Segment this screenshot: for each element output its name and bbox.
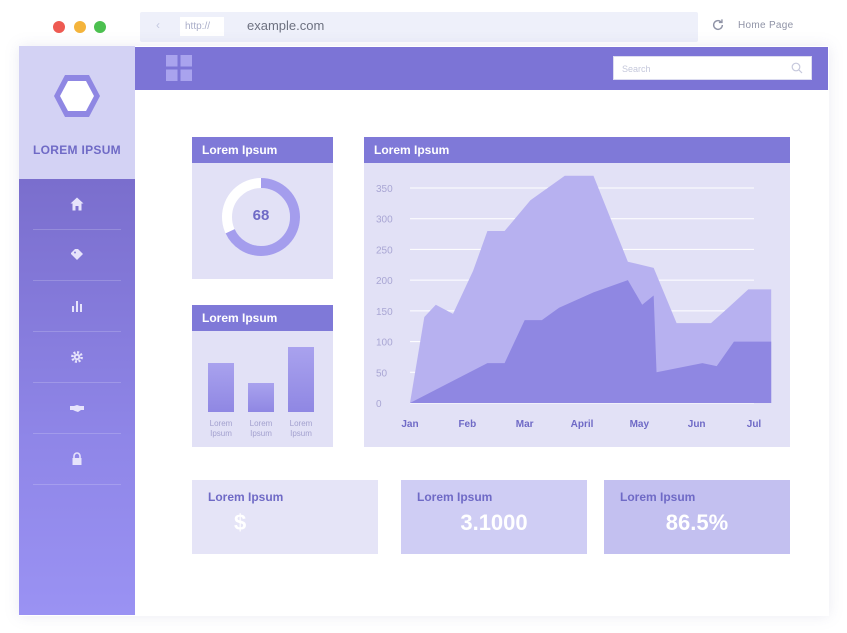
hexagon-logo-icon [54,75,100,117]
stat-value: 86.5% [665,510,729,535]
sidebar-item-home[interactable] [33,179,121,230]
search-box [613,56,812,80]
donut-chart [222,178,300,256]
sidebar-item-analytics[interactable] [33,281,121,332]
x-tick-label: Jan [401,419,418,430]
bar-chart-icon [72,301,82,312]
donut-progress-arc [222,178,300,256]
sidebar-item-tags[interactable] [33,230,121,281]
close-window-button[interactable] [53,21,65,33]
maximize-window-button[interactable] [94,21,106,33]
sidebar-item-security[interactable] [33,434,121,485]
area-series-2 [410,280,772,403]
address-bar[interactable] [140,12,698,42]
sidebar-item-settings[interactable] [33,332,121,383]
y-tick-label: 200 [376,276,393,287]
search-input[interactable] [622,61,782,76]
x-tick-label: April [571,419,594,430]
x-tick-label: Jun [688,419,706,430]
x-tick-label: Jul [747,419,762,430]
stat-value: $ [234,510,247,535]
back-arrow-icon[interactable]: ‹ [156,18,160,32]
url-protocol: http:// [180,17,224,36]
x-tick-label: May [630,419,650,430]
y-tick-label: 350 [376,184,393,195]
brand-name: LOREM IPSUM [33,143,121,157]
top-header [135,47,828,90]
apps-grid-icon[interactable] [166,55,192,81]
mini-bar [208,363,234,412]
mini-bar [288,347,314,412]
area-series-1 [410,175,772,403]
x-tick-label: Feb [458,419,476,430]
x-tick-label: Mar [516,419,534,430]
y-tick-label: 150 [376,307,393,318]
mini-bar-label: Lorem Ipsum [249,419,273,438]
mini-bar-label: Lorem Ipsum [289,419,313,438]
y-tick-label: 50 [376,368,388,379]
home-page-link[interactable]: Home Page [738,20,794,31]
url-text[interactable]: example.com [247,18,325,33]
gear-icon [71,351,83,363]
stat-card-percent: Lorem Ipsum 86.5% [604,480,790,554]
y-tick-label: 0 [376,399,382,410]
reload-icon[interactable] [711,18,725,32]
mini-bar [248,383,274,412]
handshake-icon [70,405,84,412]
sidebar-item-deals[interactable] [33,383,121,434]
tag-icon [71,249,83,260]
stat-title: Lorem Ipsum [620,490,696,504]
stat-card-currency: Lorem Ipsum $ [192,480,378,554]
browser-chrome: ‹ http:// example.com Home Page [0,0,847,46]
stat-title: Lorem Ipsum [417,490,493,504]
minimize-window-button[interactable] [74,21,86,33]
donut-card: Lorem Ipsum 68 [192,137,333,279]
mini-bar-label: Lorem Ipsum [209,419,233,438]
y-tick-label: 250 [376,245,393,256]
sidebar-nav [19,179,135,615]
sidebar: LOREM IPSUM [19,46,135,615]
stat-value: 3.1000 [460,510,528,535]
stat-title: Lorem Ipsum [208,490,284,504]
donut-value: 68 [252,207,270,224]
y-tick-label: 100 [376,338,393,349]
home-icon [70,197,84,211]
sidebar-brand: LOREM IPSUM [19,46,135,179]
area-chart-card: Lorem Ipsum 0 50 100 150 200 250 300 350 Jan Feb M… [364,137,790,447]
search-icon[interactable] [791,62,803,74]
stat-card-number: Lorem Ipsum 3.1000 [401,480,587,554]
area-chart-title: Lorem Ipsum [364,137,790,163]
area-chart: 0 50 100 150 200 250 300 350 Jan Feb Mar April May Ju… [376,175,772,430]
lock-icon [72,452,82,465]
y-tick-label: 300 [376,215,393,226]
donut-card-title: Lorem Ipsum [192,137,333,163]
bar-card: Lorem Ipsum Lorem Ipsum Lorem Ipsum Lorem … [192,305,333,447]
bar-card-title: Lorem Ipsum [192,305,333,331]
